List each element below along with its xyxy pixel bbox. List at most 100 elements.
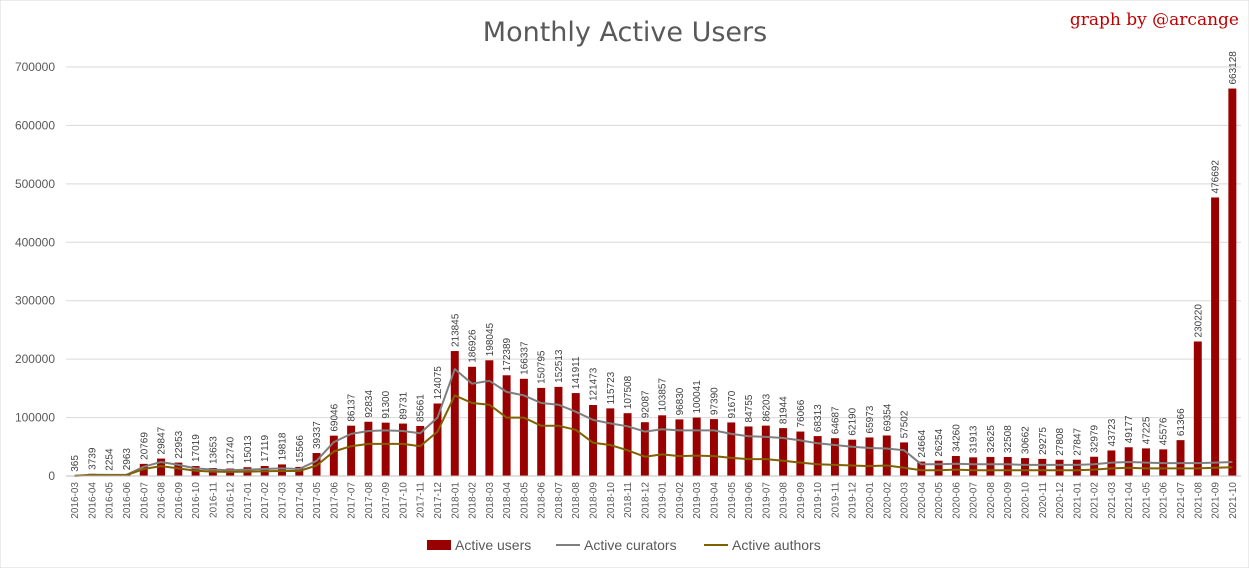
bar-active-users xyxy=(640,422,649,476)
bar-active-users xyxy=(934,460,943,476)
y-tick-label: 500000 xyxy=(15,177,55,191)
data-label: 34260 xyxy=(951,424,962,452)
x-tick-label: 2019-09 xyxy=(796,482,807,519)
data-label: 39337 xyxy=(312,421,323,449)
x-tick-label: 2020-05 xyxy=(934,482,945,519)
bar-active-users xyxy=(1038,458,1047,476)
x-tick-label: 2019-01 xyxy=(658,482,669,519)
bar-active-users xyxy=(761,425,770,476)
legend-label-active-curators: Active curators xyxy=(584,537,677,553)
bar-active-users xyxy=(519,378,528,476)
x-tick-label: 2019-08 xyxy=(779,482,790,519)
bar-active-users xyxy=(727,422,736,476)
data-label: 24664 xyxy=(917,429,928,457)
bar-active-users xyxy=(416,425,425,476)
data-label: 96830 xyxy=(675,387,686,415)
x-tick-label: 2020-09 xyxy=(1003,482,1014,519)
data-label: 29275 xyxy=(1038,427,1049,455)
data-label: 663128 xyxy=(1228,51,1239,85)
data-label: 17019 xyxy=(191,434,202,462)
bar-active-users xyxy=(900,442,909,476)
data-label: 15566 xyxy=(295,435,306,463)
x-tick-label: 2021-05 xyxy=(1141,482,1152,519)
bar-active-users xyxy=(796,431,805,476)
data-label: 81944 xyxy=(779,396,790,424)
data-label: 43723 xyxy=(1107,418,1118,446)
bar-active-users xyxy=(986,456,995,476)
data-label: 62190 xyxy=(848,407,859,435)
x-tick-label: 2017-04 xyxy=(295,482,306,519)
data-label: 84755 xyxy=(744,394,755,422)
data-label: 26254 xyxy=(934,428,945,456)
bar-active-users xyxy=(450,351,459,476)
x-tick-label: 2017-12 xyxy=(433,482,444,519)
bar-active-users xyxy=(1055,459,1064,476)
line-active-authors xyxy=(74,394,1233,477)
x-tick-label: 2018-02 xyxy=(468,482,479,519)
x-tick-label: 2018-07 xyxy=(554,482,565,519)
legend-swatch-active-users xyxy=(427,540,451,550)
x-tick-label: 2020-03 xyxy=(900,482,911,519)
data-label: 230220 xyxy=(1193,304,1204,338)
bar-active-users xyxy=(485,360,494,476)
data-label: 92834 xyxy=(364,390,375,418)
x-tick-label: 2019-10 xyxy=(813,482,824,519)
bar-active-users xyxy=(830,438,839,476)
bar-active-users xyxy=(1193,341,1202,476)
data-label: 32979 xyxy=(1090,424,1101,452)
x-tick-label: 2019-03 xyxy=(692,482,703,519)
data-label: 20769 xyxy=(139,432,150,460)
data-label: 68313 xyxy=(813,404,824,432)
x-tick-label: 2020-08 xyxy=(986,482,997,519)
data-label: 47225 xyxy=(1141,416,1152,444)
bar-active-users xyxy=(917,461,926,476)
x-tick-label: 2018-09 xyxy=(589,482,600,519)
x-tick-label: 2016-09 xyxy=(174,482,185,519)
data-label: 152513 xyxy=(554,349,565,383)
data-label: 17119 xyxy=(260,434,271,462)
x-tick-label: 2018-11 xyxy=(623,482,634,518)
x-axis: 2016-03 2016-04 2016-05 2016-06 2016-07 2016-… xyxy=(66,475,1241,519)
x-tick-label: 2019-02 xyxy=(675,482,686,519)
data-label: 2254 xyxy=(105,448,116,471)
x-tick-label: 2017-05 xyxy=(312,482,323,519)
x-tick-label: 2020-07 xyxy=(969,482,980,519)
data-labels: 365 3739 2254 2963 20769 29847 22953 17019 13653… xyxy=(70,51,1239,472)
x-tick-label: 2017-02 xyxy=(260,482,271,519)
x-tick-label: 2019-05 xyxy=(727,482,738,519)
x-tick-label: 2018-08 xyxy=(571,482,582,519)
bar-active-users xyxy=(606,408,615,476)
y-tick-label: 400000 xyxy=(15,235,55,249)
data-label: 30662 xyxy=(1021,426,1032,454)
y-tick-label: 300000 xyxy=(15,294,55,308)
x-tick-label: 2016-08 xyxy=(157,482,168,519)
data-label: 121473 xyxy=(589,367,600,401)
x-tick-label: 2018-06 xyxy=(537,482,548,519)
data-label: 76066 xyxy=(796,399,807,427)
x-tick-label: 2020-12 xyxy=(1055,482,1066,519)
x-tick-label: 2019-04 xyxy=(709,482,720,519)
data-label: 103857 xyxy=(658,378,669,412)
data-label: 19818 xyxy=(277,432,288,460)
x-tick-label: 2021-02 xyxy=(1090,482,1101,519)
y-axis: 0 100000 200000 300000 400000 500000 600000 700… xyxy=(15,60,55,483)
x-tick-label: 2019-11 xyxy=(830,482,841,518)
x-tick-label: 2016-10 xyxy=(191,482,202,519)
data-label: 13653 xyxy=(208,436,219,464)
data-label: 3739 xyxy=(87,447,98,470)
y-tick-label: 600000 xyxy=(15,118,55,132)
x-tick-label: 2020-04 xyxy=(917,482,928,519)
data-label: 57502 xyxy=(900,410,911,438)
data-label: 186926 xyxy=(468,329,479,363)
data-label: 32508 xyxy=(1003,425,1014,453)
data-label: 27808 xyxy=(1055,428,1066,456)
bar-active-users xyxy=(865,437,874,476)
y-tick-label: 100000 xyxy=(15,411,55,425)
x-tick-label: 2016-04 xyxy=(87,482,98,519)
x-tick-label: 2021-07 xyxy=(1176,482,1187,519)
bar-active-users xyxy=(433,403,442,476)
x-tick-label: 2021-09 xyxy=(1211,482,1222,519)
bar-active-users xyxy=(675,419,684,476)
x-tick-label: 2021-04 xyxy=(1124,482,1135,519)
